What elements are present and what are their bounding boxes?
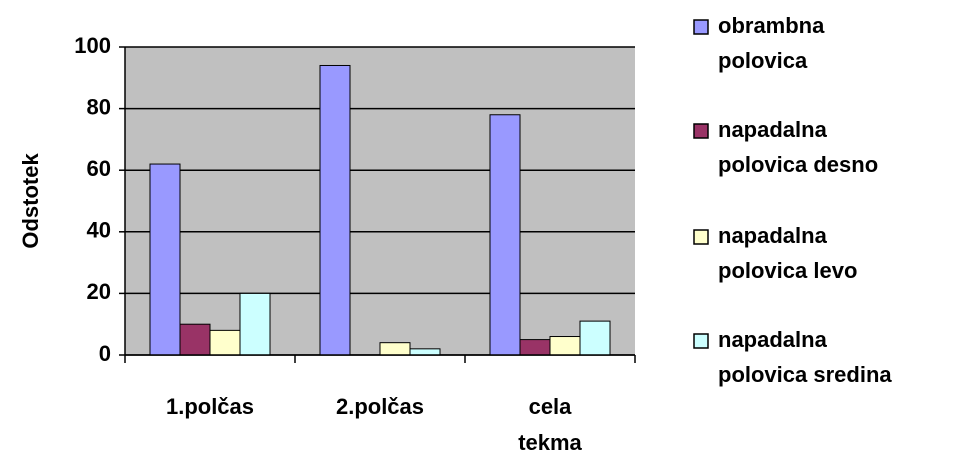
legend-label: napadalna polovica sredina [718, 327, 892, 387]
bar [579, 320, 611, 356]
y-axis-label: Odstotek [18, 153, 43, 249]
y-tick-label: 0 [99, 341, 111, 366]
bar [319, 64, 351, 356]
bar [549, 336, 581, 356]
y-tick-label: 100 [74, 33, 111, 58]
y-tick-label: 40 [87, 218, 111, 243]
legend-label: napadalna polovica levo [718, 223, 857, 283]
legend-swatch [693, 123, 709, 139]
bar [519, 339, 551, 356]
bar [379, 342, 411, 356]
bar [409, 348, 441, 356]
legend-label: napadalna polovica desno [718, 117, 878, 177]
legend-swatch [693, 19, 709, 35]
y-tick-label: 20 [87, 279, 111, 304]
x-tick-label: 2.polčas [336, 394, 424, 419]
legend-swatch [693, 229, 709, 245]
plot-area [125, 47, 635, 355]
x-tick-label: 1.polčas [166, 394, 254, 419]
legend-swatch [693, 333, 709, 349]
y-tick-label: 80 [87, 94, 111, 119]
bar [239, 292, 271, 356]
x-tick-label: cela tekma [518, 394, 582, 455]
bar [489, 114, 521, 356]
bar [209, 329, 241, 356]
y-tick-label: 60 [87, 156, 111, 181]
bar [149, 163, 181, 356]
legend-label: obrambna polovica [718, 13, 825, 73]
bar [179, 323, 211, 356]
